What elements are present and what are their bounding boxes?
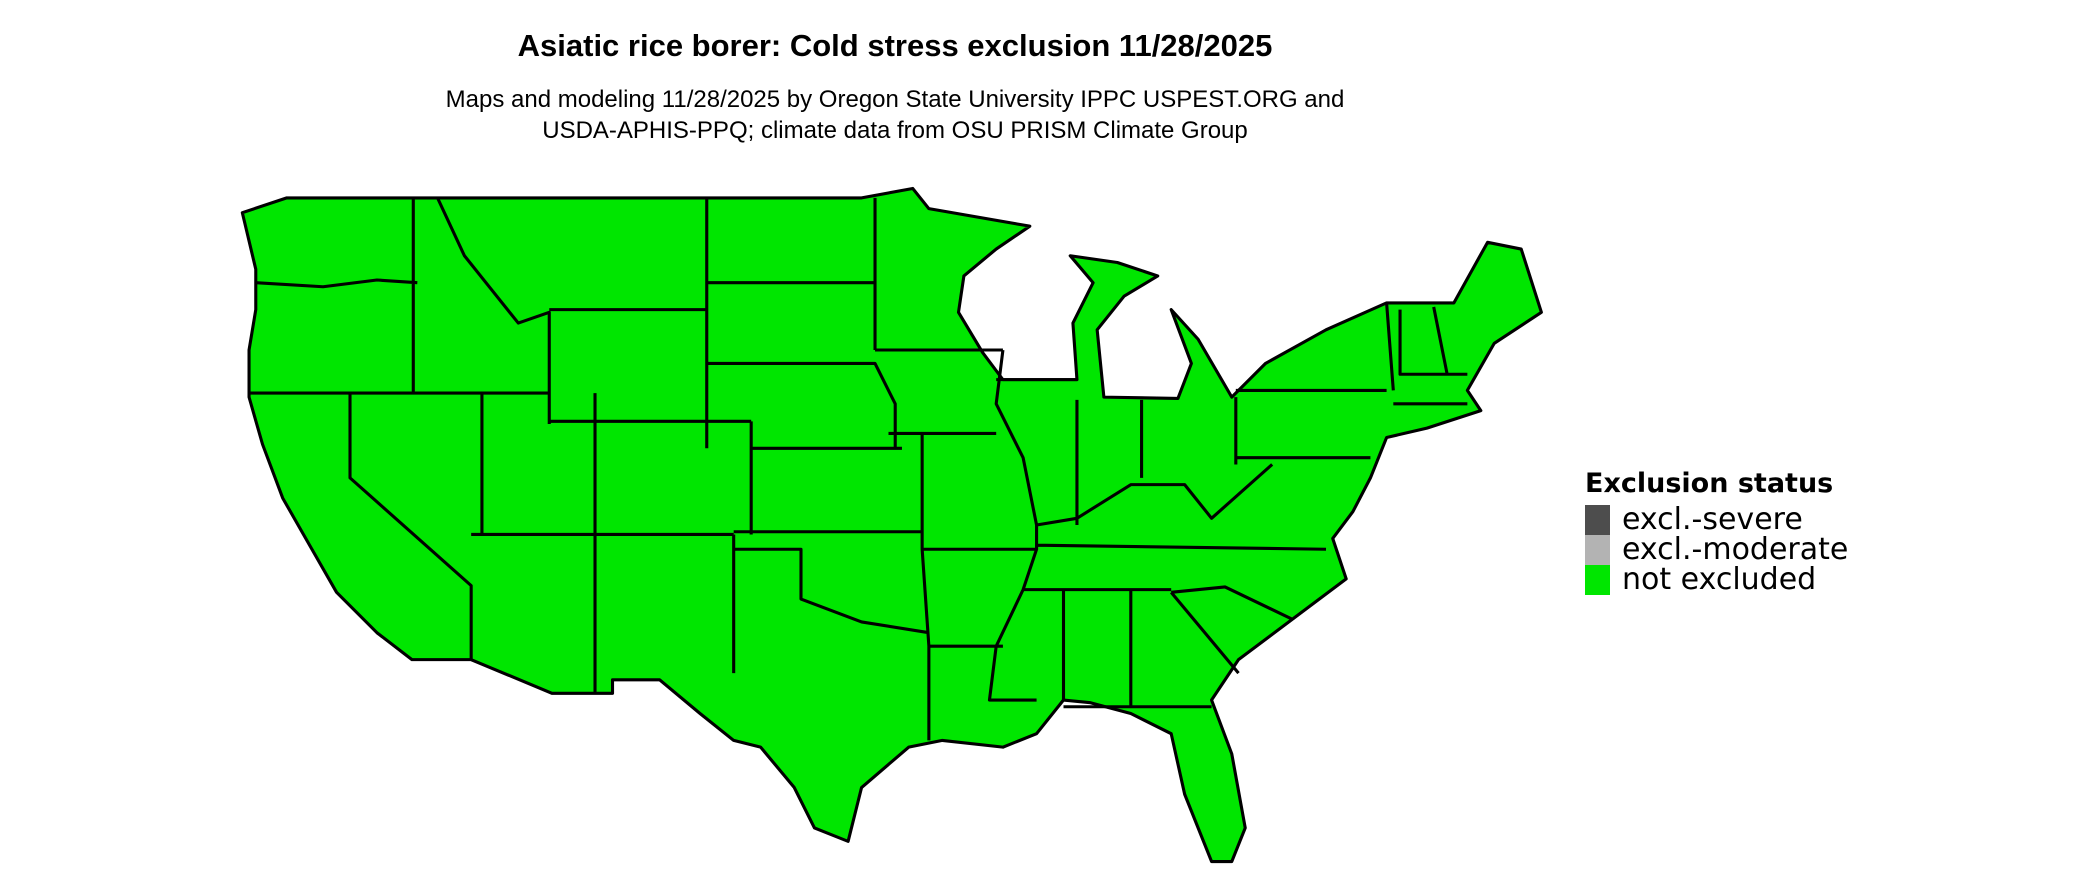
- legend: Exclusion status excl.-severe excl.-mode…: [1585, 468, 1848, 595]
- map-title: Asiatic rice borer: Cold stress exclusio…: [517, 28, 1273, 63]
- legend-item-severe: excl.-severe: [1585, 505, 1848, 535]
- us-outline: [240, 186, 1543, 864]
- legend-swatch-severe: [1585, 505, 1610, 535]
- legend-item-moderate: excl.-moderate: [1585, 535, 1848, 565]
- legend-item-not-excluded: not excluded: [1585, 565, 1848, 595]
- state-boundaries: [249, 197, 1468, 741]
- legend-label: excl.-moderate: [1622, 532, 1849, 567]
- legend-label: excl.-severe: [1622, 502, 1803, 537]
- legend-label: not excluded: [1622, 562, 1817, 597]
- legend-swatch-not-excluded: [1585, 565, 1610, 595]
- legend-title: Exclusion status: [1585, 468, 1834, 499]
- map-subtitle-line-1: Maps and modeling 11/28/2025 by Oregon S…: [445, 86, 1345, 113]
- legend-swatch-moderate: [1585, 535, 1610, 565]
- map-subtitle-line-2: USDA-APHIS-PPQ; climate data from OSU PR…: [542, 117, 1248, 144]
